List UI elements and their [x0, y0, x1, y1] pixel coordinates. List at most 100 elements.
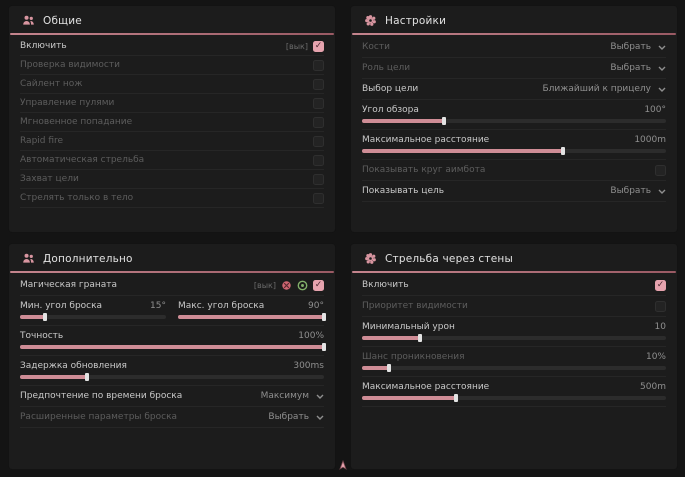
toggle-row-rapid-fire[interactable]: Rapid fire — [20, 132, 324, 151]
slider-fill[interactable] — [362, 147, 565, 155]
panel-general: Общие Включить [вык] ✓ Проверка видимост… — [8, 5, 336, 233]
slider-fill[interactable] — [362, 364, 392, 372]
checkbox-unchecked[interactable] — [313, 154, 324, 166]
checkbox-unchecked[interactable] — [313, 97, 324, 109]
slider-fill[interactable] — [20, 373, 89, 381]
toggle-row-enable[interactable]: Включить [вык] ✓ — [20, 37, 324, 56]
panel-title: Дополнительно — [43, 252, 133, 265]
row-label: Проверка видимости — [20, 60, 120, 70]
chevron-down-icon — [316, 415, 324, 420]
bones-dropdown[interactable]: Выбрать — [610, 42, 666, 52]
row-label: Точность — [20, 330, 64, 341]
chevron-down-icon — [658, 45, 666, 50]
checkbox-unchecked[interactable] — [313, 192, 324, 204]
update-delay-slider[interactable] — [20, 373, 324, 381]
toggle-row-bullet-control[interactable]: Управление пулями — [20, 94, 324, 113]
slider-row-accuracy: Точность 100% — [20, 326, 326, 356]
fov-slider[interactable] — [362, 117, 666, 125]
target-select-dropdown[interactable]: Ближайший к прицелу — [542, 84, 666, 94]
slider-fill[interactable] — [362, 334, 422, 342]
show-target-dropdown[interactable]: Выбрать — [610, 186, 666, 196]
row-label: Угол обзора — [362, 104, 419, 115]
row-label: Мгновенное попадание — [20, 117, 133, 127]
slider-value: 15° — [150, 300, 166, 311]
toggle-row-auto-fire[interactable]: Автоматическая стрельба — [20, 151, 324, 170]
target-role-dropdown[interactable]: Выбрать — [610, 63, 666, 73]
dropdown-value: Выбрать — [610, 42, 651, 52]
panel-settings: Настройки Кости Выбрать Роль цели Выбрат… — [350, 5, 678, 233]
accuracy-slider[interactable] — [20, 343, 326, 351]
slider-fill[interactable] — [178, 313, 326, 321]
row-label: Управление пулями — [20, 98, 115, 108]
gear-icon — [364, 14, 377, 27]
row-label: Показывать круг аимбота — [362, 165, 486, 175]
slider-value: 10% — [645, 351, 666, 362]
checkbox-unchecked[interactable] — [313, 59, 324, 71]
row-label: Шанс проникновения — [362, 351, 465, 362]
dropdown-value: Ближайший к прицелу — [542, 84, 651, 94]
min-damage-slider[interactable] — [362, 334, 666, 342]
row-label: Показывать цель — [362, 186, 445, 196]
toggle-row-visibility-priority[interactable]: Приоритет видимости — [362, 296, 666, 317]
panel-settings-header: Настройки — [351, 6, 677, 33]
toggle-row-enable-wallbang[interactable]: Включить ✓ — [362, 275, 666, 296]
checkbox-checked[interactable]: ✓ — [313, 279, 324, 291]
slider-fill[interactable] — [362, 117, 447, 125]
green-gear-icon[interactable] — [297, 280, 308, 291]
checkbox-unchecked[interactable] — [313, 78, 324, 90]
checkbox-unchecked[interactable] — [313, 116, 324, 128]
row-label: Мин. угол броска — [20, 300, 103, 311]
dropdown-row-show-target: Показывать цель Выбрать — [362, 181, 666, 202]
throw-time-dropdown[interactable]: Максимум — [261, 391, 324, 401]
checkbox-unchecked[interactable] — [313, 173, 324, 185]
panel-title: Общие — [43, 14, 82, 27]
gear-icon — [364, 252, 377, 265]
max-throw-angle-slider[interactable] — [178, 313, 326, 321]
toggle-row-visibility-check[interactable]: Проверка видимости — [20, 56, 324, 75]
slider-fill[interactable] — [20, 313, 47, 321]
keybind-tag[interactable]: [вык] — [285, 41, 308, 51]
dropdown-row-throw-time-preference: Предпочтение по времени броска Максимум — [20, 386, 324, 407]
slider-value: 100% — [298, 330, 324, 341]
slider-fill[interactable] — [20, 343, 326, 351]
toggle-row-silent-knife[interactable]: Сайлент нож — [20, 75, 324, 94]
chevron-down-icon — [658, 66, 666, 71]
row-label: Rapid fire — [20, 136, 64, 146]
header-divider — [352, 271, 676, 273]
max-distance-slider[interactable] — [362, 147, 666, 155]
toggle-row-show-aimbot-circle[interactable]: Показывать круг аимбота — [362, 160, 666, 181]
checkbox-checked[interactable]: ✓ — [313, 40, 324, 52]
min-throw-angle-slider[interactable] — [20, 313, 166, 321]
slider-value: 10 — [654, 321, 666, 332]
penetration-chance-slider[interactable] — [362, 364, 666, 372]
slider-row-max-distance-wallbang: Максимальное расстояние 500m — [362, 377, 666, 407]
checkbox-unchecked[interactable] — [655, 164, 666, 176]
row-label: Сайлент нож — [20, 79, 83, 89]
toggle-row-target-lock[interactable]: Захват цели — [20, 170, 324, 189]
slider-fill[interactable] — [362, 394, 459, 402]
header-divider — [352, 33, 676, 35]
row-label: Выбор цели — [362, 84, 419, 94]
dropdown-row-bones: Кости Выбрать — [362, 37, 666, 58]
toggle-row-magic-grenade[interactable]: Магическая граната [вык] ✓ — [20, 275, 324, 296]
max-distance-wallbang-slider[interactable] — [362, 394, 666, 402]
checkbox-checked[interactable]: ✓ — [655, 279, 666, 291]
toggle-row-body-only[interactable]: Стрелять только в тело — [20, 189, 324, 208]
row-label: Стрелять только в тело — [20, 193, 134, 203]
advanced-throw-dropdown[interactable]: Выбрать — [268, 412, 324, 422]
slider-value: 300ms — [293, 360, 324, 371]
checkbox-unchecked[interactable] — [655, 300, 666, 312]
row-label: Включить — [362, 280, 409, 290]
panel-additional-header: Дополнительно — [9, 244, 335, 271]
people-icon — [22, 14, 35, 27]
dropdown-row-advanced-throw-params: Расширенные параметры броска Выбрать — [20, 407, 324, 428]
dropdown-row-target-select: Выбор цели Ближайший к прицелу — [362, 79, 666, 100]
checkbox-unchecked[interactable] — [313, 135, 324, 147]
toggle-row-instant-hit[interactable]: Мгновенное попадание — [20, 113, 324, 132]
red-gear-icon[interactable] — [281, 280, 292, 291]
slider-row-penetration-chance: Шанс проникновения 10% — [362, 347, 666, 377]
row-label: Задержка обновления — [20, 360, 127, 371]
keybind-tag[interactable]: [вык] — [253, 280, 276, 290]
dropdown-row-target-role: Роль цели Выбрать — [362, 58, 666, 79]
dropdown-value: Максимум — [260, 391, 309, 401]
